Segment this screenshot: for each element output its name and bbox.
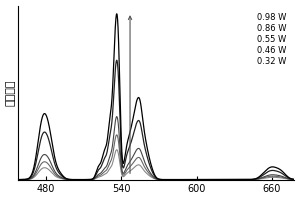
Line: 0.86 W: 0.86 W xyxy=(18,60,294,180)
0.55 W xyxy=(16,178,20,181)
0.32 W xyxy=(64,178,68,181)
0.55 W xyxy=(115,115,119,118)
0.46 W xyxy=(122,173,126,176)
0.86 W xyxy=(197,178,201,181)
Line: 0.98 W: 0.98 W xyxy=(18,14,294,180)
0.55 W xyxy=(64,178,68,180)
0.55 W xyxy=(258,177,261,180)
0.32 W xyxy=(115,149,119,151)
0.98 W xyxy=(134,101,138,104)
0.98 W xyxy=(197,178,201,181)
0.98 W xyxy=(48,128,52,131)
0.46 W xyxy=(292,178,296,181)
0.32 W xyxy=(292,178,296,181)
0.55 W xyxy=(134,149,138,151)
0.32 W xyxy=(258,178,261,180)
0.98 W xyxy=(122,159,126,161)
0.46 W xyxy=(64,178,68,180)
0.32 W xyxy=(48,169,52,172)
0.55 W xyxy=(197,178,201,181)
0.98 W xyxy=(258,175,261,178)
0.98 W xyxy=(292,178,296,181)
0.32 W xyxy=(16,178,20,181)
0.86 W xyxy=(48,142,52,145)
0.46 W xyxy=(197,178,201,181)
0.32 W xyxy=(197,178,201,181)
0.32 W xyxy=(122,175,126,177)
0.86 W xyxy=(115,59,119,61)
0.32 W xyxy=(287,178,291,180)
Legend: 0.98 W, 0.86 W, 0.55 W, 0.46 W, 0.32 W: 0.98 W, 0.86 W, 0.55 W, 0.46 W, 0.32 W xyxy=(254,10,290,70)
0.86 W xyxy=(258,176,261,179)
0.98 W xyxy=(287,177,291,179)
0.98 W xyxy=(115,13,119,15)
0.46 W xyxy=(258,178,261,180)
Line: 0.46 W: 0.46 W xyxy=(18,135,294,180)
0.86 W xyxy=(292,178,296,181)
0.98 W xyxy=(16,178,20,181)
0.98 W xyxy=(64,177,68,180)
0.86 W xyxy=(16,178,20,181)
0.46 W xyxy=(115,134,119,136)
Line: 0.32 W: 0.32 W xyxy=(18,150,294,180)
0.55 W xyxy=(122,171,126,173)
0.46 W xyxy=(134,158,138,160)
0.86 W xyxy=(287,177,291,179)
0.55 W xyxy=(48,159,52,162)
0.86 W xyxy=(134,123,138,125)
Y-axis label: 相对强度: 相对强度 xyxy=(6,79,16,106)
0.86 W xyxy=(64,178,68,180)
0.32 W xyxy=(134,164,138,167)
0.46 W xyxy=(48,165,52,167)
Line: 0.55 W: 0.55 W xyxy=(18,117,294,180)
0.86 W xyxy=(122,164,126,167)
0.46 W xyxy=(16,178,20,181)
0.55 W xyxy=(287,178,291,180)
0.55 W xyxy=(292,178,296,181)
0.46 W xyxy=(287,178,291,180)
